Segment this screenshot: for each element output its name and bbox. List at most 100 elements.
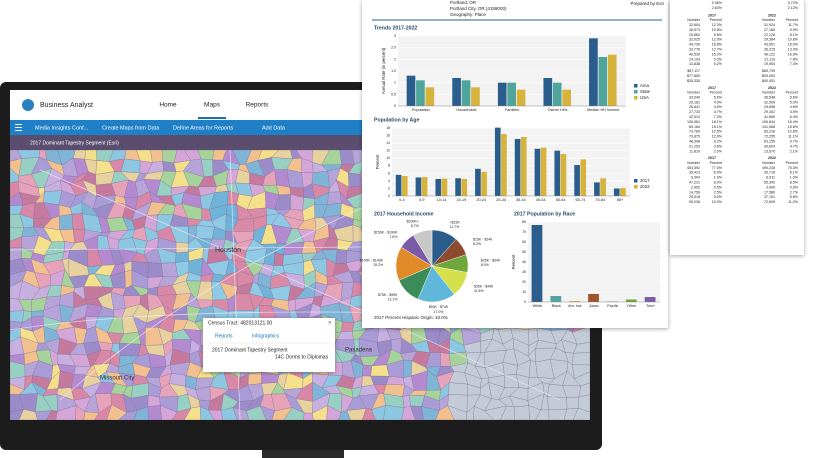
table-cell: 72,255 [764, 135, 775, 139]
table-cell: 16.9% [788, 52, 799, 56]
x-tick-label: 75-84 [595, 198, 605, 202]
table-cell: 9.6% [714, 33, 723, 37]
map-tract [448, 382, 468, 396]
table-cell: 10.0% [712, 200, 723, 204]
slice-label: <$15K [450, 221, 461, 225]
y-tick-label: 0 [388, 194, 390, 198]
map-tract [573, 342, 590, 354]
table-cell: 36,315 [764, 47, 775, 51]
map-tract [403, 359, 412, 378]
map-tract [184, 406, 201, 420]
toolbar-item[interactable]: Media Insights Conf... [35, 125, 89, 131]
table-cell: 6.4% [790, 115, 799, 119]
slice-value: 7.6% [389, 235, 397, 239]
table-cell: 6.0% [714, 171, 723, 175]
toolbar-item[interactable]: Create Maps from Data [102, 125, 160, 131]
table-cell: 2.1% [790, 149, 799, 153]
table-cell: 72,605 [764, 200, 775, 204]
bar [644, 297, 656, 302]
y-tick-label: 16 [386, 133, 390, 137]
table-cell: 8.5% [790, 180, 799, 184]
table-cell: 55,342 [764, 180, 775, 184]
y-tick-label: 50 [522, 250, 526, 254]
y-tick-label: 4 [388, 179, 390, 183]
y-tick-label: 80 [522, 220, 526, 224]
map-tract [195, 225, 215, 240]
x-tick-label: 5-9 [419, 198, 425, 202]
table-cell: 4.6% [790, 105, 799, 109]
x-tick-label: 65-74 [576, 198, 586, 202]
popup-link[interactable]: Infographics [252, 333, 280, 339]
map-tract [402, 394, 411, 408]
table-cell: 32,025 [689, 38, 700, 42]
table-cell: 40,539 [689, 52, 700, 56]
popup-close[interactable]: × [328, 321, 332, 327]
map-tract [147, 395, 161, 408]
table-cell: 5.6% [714, 95, 723, 99]
menu-icon [15, 127, 22, 128]
slice-label: $100K - $149K [360, 259, 384, 263]
table-cell: 4.5% [714, 105, 723, 109]
table-cell: 18.1% [712, 120, 723, 124]
table-year: 2022 [768, 13, 776, 17]
map-tract [500, 405, 515, 420]
table-header: Percent [786, 90, 798, 94]
table-header: Percent [710, 18, 722, 22]
table-cell: 12.3% [712, 23, 723, 27]
slice-label: $15K - $24K [473, 238, 493, 242]
table-cell: 12.7% [712, 47, 723, 51]
map-tract [271, 407, 293, 420]
table-cell: 21,119 [764, 57, 775, 61]
bar [613, 188, 620, 196]
map-tract [572, 352, 590, 366]
footnote: 2017 Percent Hispanic Origin: 10.0% [374, 315, 448, 320]
table-cell: 13,670 [764, 149, 775, 153]
table-cell: 7.2% [714, 115, 723, 119]
table-cell: 29,898 [764, 105, 775, 109]
popup-value: 14C Dorms to Diplomas [275, 354, 329, 360]
y-tick-label: 8 [388, 164, 390, 168]
table-cell: 4.7% [714, 110, 723, 114]
map-tract [574, 371, 590, 387]
y-tick-label: 6 [388, 171, 390, 175]
map-tract [566, 397, 579, 410]
x-tick-label: 0-4 [399, 198, 405, 202]
road [39, 169, 561, 401]
table-cell: 11,810 [689, 149, 700, 153]
toolbar-item[interactable]: Define Areas for Reports [173, 125, 233, 131]
table-cell: 10.8% [788, 38, 799, 42]
table-cell: 101,568 [762, 125, 775, 129]
table-page [670, 0, 804, 255]
table-cell: 2.63% [712, 6, 723, 10]
map-tract [84, 150, 98, 161]
app-title: Business Analyst [40, 102, 93, 109]
nav-item[interactable]: Reports [246, 102, 270, 109]
y-axis-label: Percent [375, 154, 380, 170]
map-tract [118, 342, 142, 357]
table-cell: 29,518 [689, 195, 700, 199]
table-cell: 29,181 [689, 100, 700, 104]
prepared-by: Prepared by Esri [630, 1, 664, 6]
map-tract [385, 376, 405, 386]
table-cell: 48,398 [689, 139, 700, 143]
popup-title: Census Tract: 482013121.00 [208, 320, 272, 326]
table-cell: 15.6% [788, 125, 799, 129]
nav-item[interactable]: Maps [204, 102, 221, 109]
toolbar-item[interactable]: Add Data [262, 125, 286, 131]
map-tract [578, 394, 590, 413]
map-tract [161, 262, 179, 278]
x-tick-label: 45-54 [536, 198, 546, 202]
y-tick-label: 0.5 [391, 92, 396, 96]
popup-link[interactable]: Reports [215, 333, 233, 339]
menu-icon[interactable] [15, 124, 22, 125]
logo [22, 99, 34, 111]
table-cell: 75.3% [788, 166, 799, 170]
report-header: Portland, OR [450, 0, 477, 5]
nav-item[interactable]: Home [159, 102, 177, 109]
table-cell: 29,302 [764, 110, 775, 114]
map-tract [447, 405, 468, 420]
y-tick-label: 0 [394, 104, 396, 108]
menu-icon [15, 130, 22, 131]
nav-underline [198, 117, 226, 119]
